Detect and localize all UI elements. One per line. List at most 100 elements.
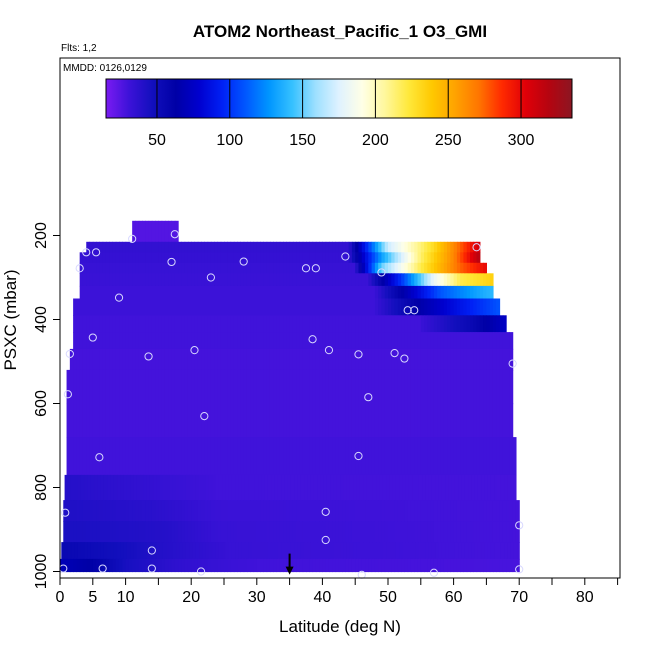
heatmap-cell xyxy=(365,403,369,438)
heatmap-cell xyxy=(447,558,451,573)
heatmap-cell xyxy=(155,332,159,350)
heatmap-cell xyxy=(496,558,501,573)
heatmap-cell xyxy=(99,298,104,316)
heatmap-cell xyxy=(214,558,219,573)
heatmap-cell xyxy=(361,241,366,253)
heatmap-cell xyxy=(99,285,104,300)
heatmap-cell xyxy=(243,348,248,371)
heatmap-cell xyxy=(292,403,297,438)
heatmap-cell xyxy=(474,542,479,560)
heatmap-cell xyxy=(359,542,364,560)
heatmap-cell xyxy=(345,298,350,316)
heatmap-cell xyxy=(181,315,186,333)
heatmap-cell xyxy=(269,298,274,316)
heatmap-cell xyxy=(151,369,156,405)
heatmap-cell xyxy=(145,403,150,438)
heatmap-cell xyxy=(171,241,176,253)
heatmap-cell xyxy=(283,241,287,253)
heatmap-cell xyxy=(473,315,478,333)
heatmap-cell xyxy=(309,262,314,274)
heatmap-cell xyxy=(368,521,373,543)
heatmap-cell xyxy=(207,273,212,287)
heatmap-cell xyxy=(155,262,159,274)
heatmap-cell xyxy=(407,285,412,300)
heatmap-cell xyxy=(73,369,77,405)
heatmap-cell xyxy=(296,298,301,316)
heatmap-cell xyxy=(394,521,399,543)
y-tick-label: 1000 xyxy=(33,554,50,590)
heatmap-cell xyxy=(302,241,307,253)
heatmap-cell xyxy=(470,262,474,274)
heatmap-cell xyxy=(391,521,396,543)
observation-point xyxy=(390,349,399,358)
heatmap-cell xyxy=(199,474,203,501)
heatmap-cell xyxy=(392,542,397,560)
heatmap-cell xyxy=(342,285,346,300)
heatmap-cell xyxy=(283,262,287,274)
heatmap-cell xyxy=(148,298,153,316)
heatmap-cell xyxy=(158,369,163,405)
heatmap-cell xyxy=(237,332,241,350)
heatmap-cell xyxy=(148,252,153,264)
heatmap-cell xyxy=(82,348,87,371)
heatmap-cell xyxy=(435,542,440,560)
heatmap-cell xyxy=(122,298,127,316)
heatmap-cell xyxy=(443,558,448,573)
heatmap-cell xyxy=(306,285,310,300)
heatmap-cell xyxy=(343,542,348,560)
heatmap-cell xyxy=(378,252,383,264)
heatmap-cell xyxy=(299,437,304,476)
heatmap-cell xyxy=(401,315,405,333)
heatmap-cell xyxy=(158,315,163,333)
heatmap-cell xyxy=(355,521,360,543)
heatmap-cell xyxy=(486,369,491,405)
heatmap-cell xyxy=(378,241,383,253)
heatmap-cell xyxy=(404,348,409,371)
heatmap-cell xyxy=(312,315,317,333)
heatmap-cell xyxy=(233,285,238,300)
heatmap-cell xyxy=(133,542,138,560)
heatmap-cell xyxy=(440,437,445,476)
heatmap-cell xyxy=(96,558,100,573)
heatmap-cell xyxy=(181,241,186,253)
heatmap-cell xyxy=(342,241,346,253)
heatmap-cell xyxy=(355,273,360,287)
heatmap-cell xyxy=(171,521,176,543)
heatmap-cell xyxy=(214,241,219,253)
heatmap-cell xyxy=(240,348,245,371)
heatmap-cell xyxy=(473,500,478,522)
heatmap-cell xyxy=(256,332,261,350)
heatmap-cell xyxy=(246,262,251,274)
heatmap-cell xyxy=(174,252,179,264)
heatmap-cell xyxy=(279,348,284,371)
heatmap-cell xyxy=(128,500,133,522)
heatmap-cell xyxy=(427,241,432,253)
heatmap-cell xyxy=(263,332,268,350)
heatmap-cell xyxy=(355,332,360,350)
heatmap-cell xyxy=(103,474,108,501)
heatmap-cell xyxy=(391,262,396,274)
heatmap-cell xyxy=(484,542,489,560)
heatmap-cell xyxy=(325,285,330,300)
heatmap-cell xyxy=(276,348,281,371)
heatmap-cell xyxy=(171,500,176,522)
heatmap-cell xyxy=(433,252,438,264)
heatmap-cell xyxy=(371,521,376,543)
heatmap-cell xyxy=(345,521,350,543)
heatmap-cell xyxy=(277,474,282,501)
heatmap-cell xyxy=(181,437,186,476)
heatmap-cell xyxy=(243,315,248,333)
heatmap-cell xyxy=(119,285,123,300)
heatmap-cell xyxy=(489,348,494,371)
heatmap-cell xyxy=(162,474,167,501)
heatmap-cell xyxy=(253,369,258,405)
heatmap-cell xyxy=(210,558,215,573)
heatmap-cell xyxy=(271,474,276,501)
heatmap-cell xyxy=(133,474,138,501)
heatmap-cell xyxy=(322,500,327,522)
heatmap-cell xyxy=(433,348,438,371)
heatmap-cell xyxy=(433,500,438,522)
heatmap-cell xyxy=(384,252,389,264)
heatmap-cell xyxy=(168,252,173,264)
heatmap-cell xyxy=(69,521,74,543)
